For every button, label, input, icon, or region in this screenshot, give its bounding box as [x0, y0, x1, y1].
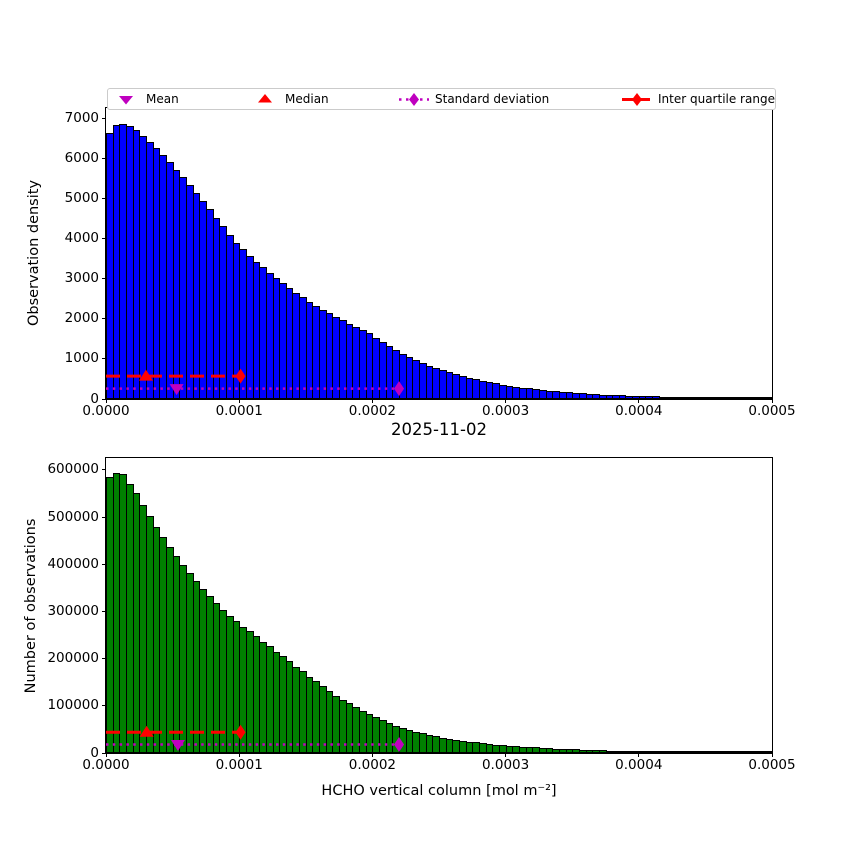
y-axis-tick — [102, 238, 106, 240]
x-axis-tick — [771, 399, 773, 403]
x-axis-tick — [371, 399, 373, 403]
y-tick-label: 200000 — [47, 650, 99, 667]
mean-marker-icon — [170, 740, 185, 752]
x-axis-tick — [771, 753, 773, 757]
legend-label-mean: Mean — [146, 92, 179, 106]
mean-triangle-down-icon — [119, 96, 133, 105]
y-axis-tick — [102, 278, 106, 280]
y-tick-label: 300000 — [47, 602, 99, 619]
y-tick-label: 500000 — [47, 508, 99, 525]
x-axis-tick — [238, 399, 240, 403]
y-axis-tick — [102, 358, 106, 360]
y-axis-tick — [102, 318, 106, 320]
y-axis-tick — [102, 705, 106, 707]
x-tick-label: 0.0005 — [748, 403, 796, 419]
y-tick-label: 4000 — [64, 230, 99, 247]
legend-label-median: Median — [285, 92, 329, 106]
x-tick-label: 0.0004 — [615, 403, 663, 419]
std-end-diamond-icon — [394, 381, 405, 397]
inter-quartile-range-dashed-diamond-icon — [622, 92, 652, 106]
iqr-end-diamond-icon — [235, 724, 246, 740]
legend-item-inter-quartile-range: Inter quartile range — [622, 89, 775, 109]
standard-deviation-dotted-diamond-icon — [399, 92, 429, 106]
y-tick-label: 0 — [90, 390, 99, 407]
std-end-diamond-icon — [394, 737, 405, 753]
histogram-bar — [765, 397, 772, 399]
counts-plot-area: 0.0000 0.0001 0.0002 0.0003 0.0004 0.0005 0 100… — [47, 457, 796, 773]
density-plot-area: 0.0000 0.0001 0.0002 0.0003 0.0004 0.0005 0 100… — [65, 107, 796, 419]
x-tick-label: 0.0005 — [748, 757, 796, 773]
histogram-bar — [765, 751, 772, 753]
legend-item-median: Median — [251, 89, 329, 109]
y-axis-tick — [102, 198, 106, 200]
y-axis-tick — [102, 469, 106, 471]
y-tick-label: 400000 — [47, 555, 99, 572]
y-tick-label: 1000 — [64, 350, 99, 367]
y-axis-tick — [102, 398, 106, 400]
x-axis-tick — [505, 399, 507, 403]
x-axis-tick — [638, 753, 640, 757]
x-tick-label: 0.0003 — [481, 757, 530, 773]
y-axis-tick — [102, 516, 106, 518]
y-tick-label: 5000 — [64, 190, 99, 207]
x-axis-tick — [638, 399, 640, 403]
x-tick-label: 0.0002 — [348, 403, 397, 419]
iqr-end-diamond-icon — [235, 368, 246, 384]
x-axis-tick — [371, 753, 373, 757]
x-tick-label: 0.0001 — [215, 403, 263, 419]
y-axis-tick — [102, 610, 106, 612]
y-tick-label: 6000 — [64, 150, 99, 166]
legend-label-standard-deviation: Standard deviation — [435, 92, 550, 106]
y-axis-tick — [102, 563, 106, 565]
y-tick-label: 2000 — [64, 310, 99, 327]
y-tick-label: 100000 — [47, 697, 99, 714]
median-marker-icon — [138, 369, 153, 381]
x-axis-tick — [238, 753, 240, 757]
x-tick-label: 0.0000 — [82, 403, 130, 419]
median-marker-icon — [139, 725, 154, 737]
stat-markers-overlay — [106, 368, 405, 397]
y-tick-label: 0 — [90, 744, 99, 761]
x-tick-label: 0.0001 — [215, 757, 263, 773]
y-tick-label: 7000 — [64, 109, 99, 126]
y-axis-tick — [102, 117, 106, 119]
median-triangle-up-icon — [258, 94, 272, 103]
mean-marker-icon — [169, 384, 184, 396]
x-tick-label: 0.0000 — [82, 757, 130, 773]
y-tick-label: 3000 — [64, 270, 99, 287]
x-axis-tick — [105, 399, 107, 403]
legend: Mean Median Standard deviation Inter qua… — [107, 88, 776, 110]
legend-item-mean: Mean — [112, 89, 179, 109]
y-axis-tick — [102, 158, 106, 159]
y-axis-tick — [102, 658, 106, 660]
x-tick-label: 0.0004 — [615, 757, 663, 773]
x-axis-label: HCHO vertical column [mol m⁻²] — [321, 783, 557, 799]
x-tick-label: 0.0003 — [481, 403, 530, 419]
y-tick-label: 600000 — [47, 461, 99, 478]
x-axis-tick — [505, 753, 507, 757]
legend-label-inter-quartile-range: Inter quartile range — [658, 92, 775, 106]
y-axis-tick — [102, 752, 106, 754]
chart-title-date: 2025-11-02 — [391, 420, 487, 439]
x-tick-label: 0.0002 — [348, 757, 397, 773]
legend-item-standard-deviation: Standard deviation — [399, 89, 549, 109]
stat-markers-overlay — [106, 724, 405, 753]
x-axis-tick — [105, 753, 107, 757]
